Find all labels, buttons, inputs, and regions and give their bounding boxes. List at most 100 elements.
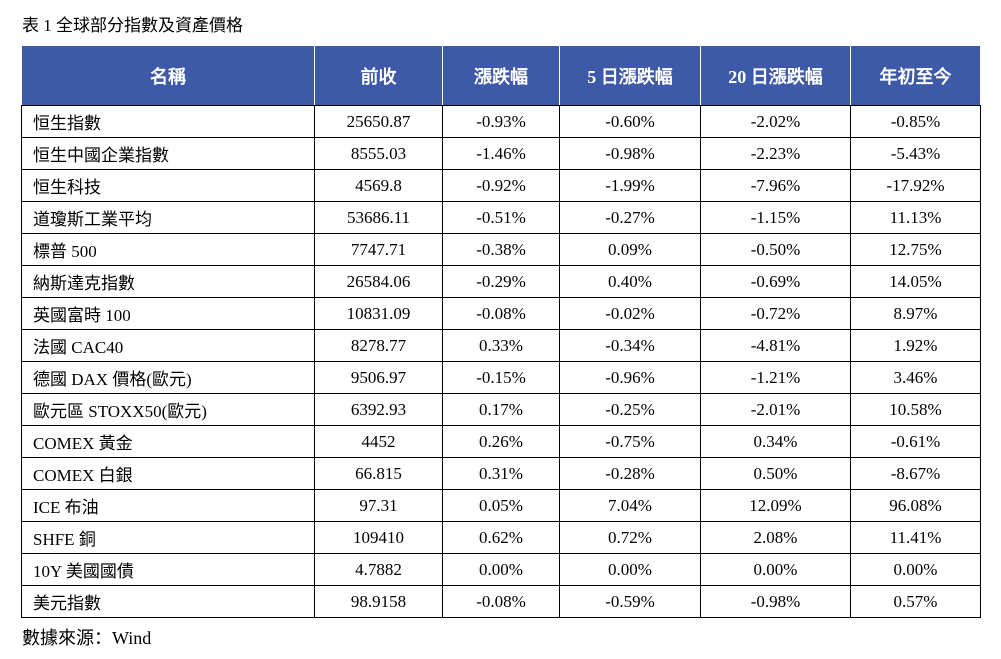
cell-change: -0.51% bbox=[442, 201, 560, 234]
table-row: SHFE 銅 109410 0.62% 0.72% 2.08% 11.41% bbox=[21, 521, 981, 554]
cell-5d-change: -0.59% bbox=[559, 585, 701, 618]
cell-5d-change: 0.00% bbox=[559, 553, 701, 586]
cell-20d-change: -1.15% bbox=[700, 201, 851, 234]
cell-prev-close: 10831.09 bbox=[314, 297, 443, 330]
cell-change: -0.08% bbox=[442, 585, 560, 618]
cell-20d-change: -0.72% bbox=[700, 297, 851, 330]
table-header-row: 名稱 前收 漲跌幅 5 日漲跌幅 20 日漲跌幅 年初至今 bbox=[21, 45, 981, 106]
cell-change: -1.46% bbox=[442, 137, 560, 170]
cell-change: 0.26% bbox=[442, 425, 560, 458]
cell-change: -0.29% bbox=[442, 265, 560, 298]
cell-5d-change: -0.60% bbox=[559, 105, 701, 138]
cell-name: 標普 500 bbox=[21, 233, 315, 266]
table-row: 英國富時 100 10831.09 -0.08% -0.02% -0.72% 8.97% bbox=[21, 297, 981, 330]
cell-ytd: 0.00% bbox=[850, 553, 981, 586]
cell-5d-change: -0.27% bbox=[559, 201, 701, 234]
header-prev-close: 前收 bbox=[314, 45, 443, 106]
cell-20d-change: 12.09% bbox=[700, 489, 851, 522]
cell-ytd: 3.46% bbox=[850, 361, 981, 394]
cell-5d-change: -0.96% bbox=[559, 361, 701, 394]
cell-20d-change: -0.50% bbox=[700, 233, 851, 266]
cell-ytd: 1.92% bbox=[850, 329, 981, 362]
cell-prev-close: 109410 bbox=[314, 521, 443, 554]
cell-20d-change: 0.34% bbox=[700, 425, 851, 458]
cell-name: 歐元區 STOXX50(歐元) bbox=[21, 393, 315, 426]
cell-name: 恒生中國企業指數 bbox=[21, 137, 315, 170]
cell-change: -0.93% bbox=[442, 105, 560, 138]
cell-ytd: 96.08% bbox=[850, 489, 981, 522]
header-ytd: 年初至今 bbox=[850, 45, 981, 106]
cell-5d-change: -0.75% bbox=[559, 425, 701, 458]
header-name: 名稱 bbox=[21, 45, 315, 106]
cell-ytd: 10.58% bbox=[850, 393, 981, 426]
cell-20d-change: 0.00% bbox=[700, 553, 851, 586]
cell-5d-change: -0.25% bbox=[559, 393, 701, 426]
cell-prev-close: 7747.71 bbox=[314, 233, 443, 266]
cell-ytd: 12.75% bbox=[850, 233, 981, 266]
cell-prev-close: 4.7882 bbox=[314, 553, 443, 586]
table-row: 道瓊斯工業平均 53686.11 -0.51% -0.27% -1.15% 11.13% bbox=[21, 201, 981, 234]
cell-name: 美元指數 bbox=[21, 585, 315, 618]
cell-prev-close: 6392.93 bbox=[314, 393, 443, 426]
cell-20d-change: 0.50% bbox=[700, 457, 851, 490]
cell-5d-change: 0.72% bbox=[559, 521, 701, 554]
table-row: 恒生科技 4569.8 -0.92% -1.99% -7.96% -17.92% bbox=[21, 169, 981, 202]
cell-name: 恒生科技 bbox=[21, 169, 315, 202]
cell-change: 0.17% bbox=[442, 393, 560, 426]
table-row: 美元指數 98.9158 -0.08% -0.59% -0.98% 0.57% bbox=[21, 585, 981, 618]
cell-5d-change: -0.98% bbox=[559, 137, 701, 170]
header-5d-change: 5 日漲跌幅 bbox=[559, 45, 701, 106]
cell-change: 0.33% bbox=[442, 329, 560, 362]
cell-ytd: -0.85% bbox=[850, 105, 981, 138]
table-row: COMEX 白銀 66.815 0.31% -0.28% 0.50% -8.67% bbox=[21, 457, 981, 490]
cell-change: 0.62% bbox=[442, 521, 560, 554]
cell-20d-change: -4.81% bbox=[700, 329, 851, 362]
cell-prev-close: 4452 bbox=[314, 425, 443, 458]
header-20d-change: 20 日漲跌幅 bbox=[700, 45, 851, 106]
table-caption: 表 1 全球部分指數及資產價格 bbox=[22, 16, 243, 35]
cell-ytd: -17.92% bbox=[850, 169, 981, 202]
table-row: 標普 500 7747.71 -0.38% 0.09% -0.50% 12.75% bbox=[21, 233, 981, 266]
cell-5d-change: -1.99% bbox=[559, 169, 701, 202]
cell-5d-change: -0.28% bbox=[559, 457, 701, 490]
cell-20d-change: -7.96% bbox=[700, 169, 851, 202]
cell-name: 道瓊斯工業平均 bbox=[21, 201, 315, 234]
table-row: 10Y 美國國債 4.7882 0.00% 0.00% 0.00% 0.00% bbox=[21, 553, 981, 586]
cell-name: SHFE 銅 bbox=[21, 521, 315, 554]
cell-change: -0.15% bbox=[442, 361, 560, 394]
cell-ytd: 0.57% bbox=[850, 585, 981, 618]
cell-20d-change: -2.23% bbox=[700, 137, 851, 170]
cell-prev-close: 4569.8 bbox=[314, 169, 443, 202]
cell-name: 德國 DAX 價格(歐元) bbox=[21, 361, 315, 394]
cell-prev-close: 66.815 bbox=[314, 457, 443, 490]
cell-prev-close: 25650.87 bbox=[314, 105, 443, 138]
cell-change: -0.38% bbox=[442, 233, 560, 266]
cell-ytd: 14.05% bbox=[850, 265, 981, 298]
table-row: 歐元區 STOXX50(歐元) 6392.93 0.17% -0.25% -2.01% 1… bbox=[21, 393, 981, 426]
cell-5d-change: -0.34% bbox=[559, 329, 701, 362]
cell-name: 英國富時 100 bbox=[21, 297, 315, 330]
cell-20d-change: -1.21% bbox=[700, 361, 851, 394]
cell-5d-change: -0.02% bbox=[559, 297, 701, 330]
cell-prev-close: 98.9158 bbox=[314, 585, 443, 618]
cell-name: 10Y 美國國債 bbox=[21, 553, 315, 586]
cell-20d-change: -0.98% bbox=[700, 585, 851, 618]
cell-20d-change: 2.08% bbox=[700, 521, 851, 554]
cell-ytd: -0.61% bbox=[850, 425, 981, 458]
table-row: ICE 布油 97.31 0.05% 7.04% 12.09% 96.08% bbox=[21, 489, 981, 522]
cell-prev-close: 53686.11 bbox=[314, 201, 443, 234]
table-body: 恒生指數 25650.87 -0.93% -0.60% -2.02% -0.85% 恒生中國… bbox=[21, 105, 981, 618]
table-row: 法國 CAC40 8278.77 0.33% -0.34% -4.81% 1.92% bbox=[21, 329, 981, 362]
cell-name: 恒生指數 bbox=[21, 105, 315, 138]
cell-change: -0.92% bbox=[442, 169, 560, 202]
cell-ytd: -5.43% bbox=[850, 137, 981, 170]
cell-prev-close: 97.31 bbox=[314, 489, 443, 522]
cell-name: 納斯達克指數 bbox=[21, 265, 315, 298]
cell-20d-change: -2.01% bbox=[700, 393, 851, 426]
cell-change: -0.08% bbox=[442, 297, 560, 330]
table-row: 恒生指數 25650.87 -0.93% -0.60% -2.02% -0.85% bbox=[21, 105, 981, 138]
cell-name: COMEX 黃金 bbox=[21, 425, 315, 458]
cell-prev-close: 8555.03 bbox=[314, 137, 443, 170]
cell-change: 0.31% bbox=[442, 457, 560, 490]
cell-5d-change: 7.04% bbox=[559, 489, 701, 522]
